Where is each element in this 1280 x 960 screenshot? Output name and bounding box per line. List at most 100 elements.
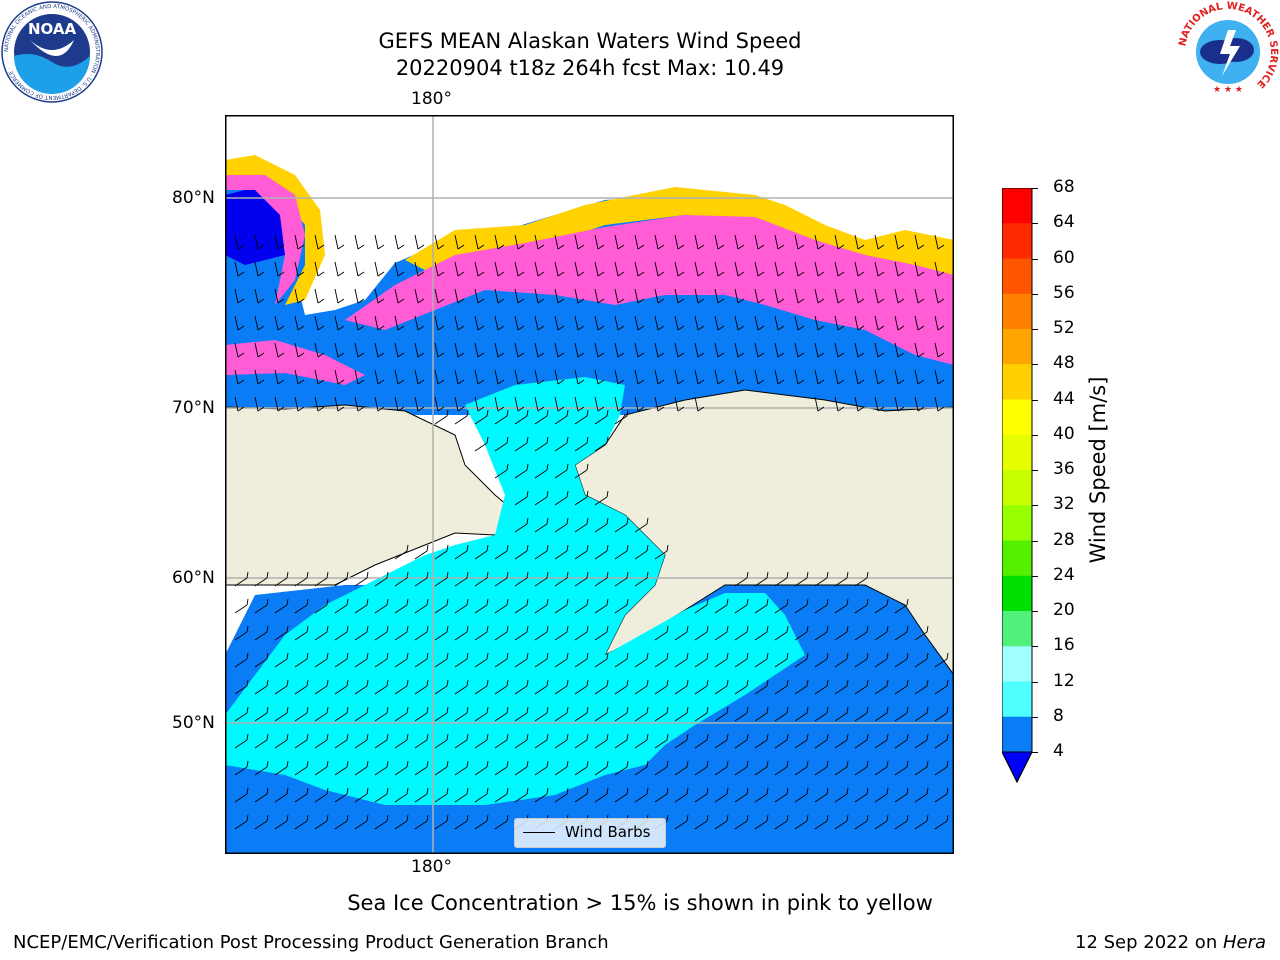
wind-barb <box>554 342 565 358</box>
wind-barb <box>634 733 649 749</box>
wind-barb <box>794 369 805 385</box>
wind-barb <box>354 261 365 277</box>
wind-barb <box>614 544 629 560</box>
wind-barb <box>834 652 849 668</box>
wind-barb <box>674 396 685 412</box>
wind-barb <box>874 787 889 803</box>
wind-barb <box>474 733 489 749</box>
wind-barb <box>534 342 545 358</box>
wind-barb <box>674 706 689 722</box>
wind-barb <box>314 814 329 830</box>
wind-barb <box>354 342 365 358</box>
bering-shelf <box>225 377 805 805</box>
wind-barb <box>234 369 245 385</box>
wind-barb <box>714 315 725 331</box>
wind-barb <box>934 396 945 412</box>
wind-barb <box>374 814 389 830</box>
wind-barb <box>574 234 585 250</box>
wind-barb <box>394 733 409 749</box>
wind-barb <box>834 571 849 587</box>
wind-barb <box>514 369 525 385</box>
wind-barb <box>374 261 385 277</box>
wind-barb <box>794 342 805 358</box>
wind-barb <box>434 679 449 695</box>
wind-barb <box>934 733 949 749</box>
wind-barb <box>254 733 269 749</box>
wind-barb <box>694 288 705 304</box>
wind-barb <box>234 733 249 749</box>
wind-barb <box>234 396 245 412</box>
wind-barb <box>754 571 769 587</box>
wind-barb <box>534 652 549 668</box>
wind-barb <box>334 787 349 803</box>
wind-barb <box>254 571 269 587</box>
wind-barb <box>834 261 845 277</box>
wind-barb <box>854 787 869 803</box>
wind-barb <box>634 517 649 533</box>
colorbar-segment <box>1002 434 1032 471</box>
wind-barb <box>574 261 585 277</box>
wind-barb <box>394 760 409 776</box>
wind-barb <box>514 706 529 722</box>
wind-barb <box>914 342 925 358</box>
wind-barb <box>334 261 345 277</box>
wind-barb <box>494 706 509 722</box>
wind-barb <box>234 625 249 641</box>
wind-barb <box>394 706 409 722</box>
wind-barb <box>454 706 469 722</box>
wind-barb <box>674 652 689 668</box>
legend-label: Wind Barbs <box>565 823 651 841</box>
wind-barb <box>274 625 289 641</box>
wind-barb <box>594 342 605 358</box>
wind-barb <box>534 706 549 722</box>
colorbar-tick-mark <box>1032 646 1038 648</box>
wind-barb <box>574 517 589 533</box>
wind-barb <box>454 288 465 304</box>
wind-barb <box>234 288 245 304</box>
wind-barb <box>674 625 689 641</box>
wind-barb <box>614 706 629 722</box>
wind-barb <box>714 625 729 641</box>
wind-barb <box>714 706 729 722</box>
wind-barb <box>554 571 569 587</box>
wind-barb <box>734 706 749 722</box>
wind-barb <box>494 463 509 479</box>
wind-barb <box>474 409 489 425</box>
wind-barb <box>254 787 269 803</box>
wind-barb <box>594 288 605 304</box>
wind-barb <box>934 652 949 668</box>
wind-barb <box>554 625 569 641</box>
wind-barb <box>414 342 425 358</box>
wind-barb <box>414 787 429 803</box>
wind-barb <box>434 409 449 425</box>
wind-barb <box>874 288 885 304</box>
wind-barb <box>374 369 385 385</box>
wind-barb <box>514 463 529 479</box>
wind-barb <box>334 342 345 358</box>
colorbar-tick-label: 44 <box>1053 388 1075 409</box>
wind-barb <box>594 261 605 277</box>
wind-barb <box>774 814 789 830</box>
wind-barb <box>374 760 389 776</box>
wind-barb <box>234 598 249 614</box>
wind-barb <box>734 571 749 587</box>
wind-barb <box>454 625 469 641</box>
wind-barb <box>514 679 529 695</box>
colorbar-tick-mark <box>1032 223 1038 225</box>
wind-barb <box>814 571 829 587</box>
footer-date: 12 Sep 2022 on <box>1075 932 1223 953</box>
wind-barb <box>534 261 545 277</box>
wind-barb <box>234 234 245 250</box>
wind-barb <box>334 652 349 668</box>
wind-barb <box>634 652 649 668</box>
colorbar-segment <box>1002 399 1032 436</box>
wind-barb <box>294 814 309 830</box>
wind-barb <box>354 234 365 250</box>
wind-barb <box>834 625 849 641</box>
wind-barb <box>554 463 569 479</box>
wind-barb <box>374 733 389 749</box>
wind-barb <box>234 261 245 277</box>
wind-barb <box>354 396 365 412</box>
wind-barb <box>534 288 545 304</box>
wind-barb <box>774 760 789 776</box>
